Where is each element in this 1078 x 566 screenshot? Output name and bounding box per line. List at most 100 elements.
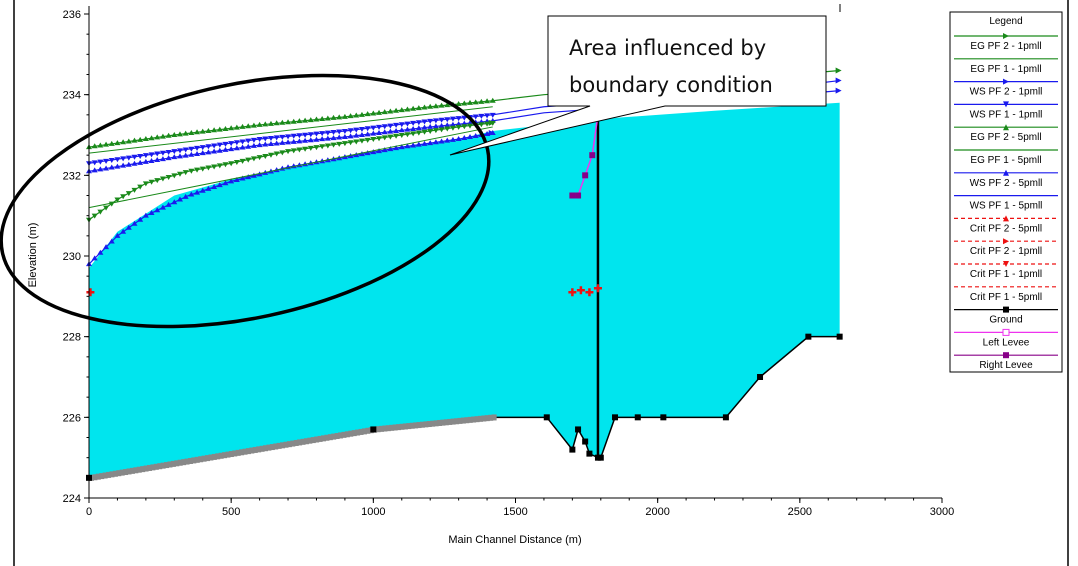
series-marker	[108, 140, 115, 146]
legend-label: Crit PF 1 - 5pmll	[970, 292, 1042, 303]
series-marker	[347, 133, 354, 139]
legend-label: WS PF 1 - 5pmll	[970, 201, 1043, 212]
series-marker	[410, 120, 417, 126]
series-marker	[267, 152, 274, 158]
ground-bed-marker	[92, 474, 98, 481]
series-marker	[108, 164, 115, 170]
series-marker	[427, 103, 434, 109]
series-marker	[194, 150, 201, 156]
series-marker	[341, 141, 348, 147]
ground-point	[543, 414, 550, 421]
series-marker	[256, 155, 263, 161]
crit-marker	[593, 284, 602, 293]
ground-bed-marker	[402, 423, 408, 430]
ground-bed-marker	[477, 415, 483, 422]
annotation-text: boundary condition	[569, 73, 773, 97]
series-marker	[142, 158, 149, 164]
series-marker	[154, 151, 161, 157]
series-marker	[142, 181, 149, 187]
series-marker	[319, 136, 326, 142]
ground-bed-marker	[136, 466, 142, 473]
x-axis-title: Main Channel Distance (m)	[448, 534, 581, 546]
series-marker	[142, 153, 149, 159]
series-marker	[222, 141, 229, 147]
series-marker	[307, 137, 314, 143]
ground-bed-marker	[481, 415, 487, 422]
ground-bed-marker	[95, 473, 101, 480]
series-marker	[250, 122, 257, 128]
ground-bed-marker	[491, 414, 497, 421]
series-marker	[176, 153, 183, 159]
ground-bed-marker	[239, 449, 245, 456]
legend-label: Crit PF 2 - 5pmll	[970, 223, 1042, 234]
series-marker	[398, 122, 405, 128]
legend-label: WS PF 2 - 1pmll	[970, 87, 1043, 98]
series-marker	[410, 125, 417, 131]
y-axis-title: Elevation (m)	[27, 223, 39, 288]
series-marker	[222, 125, 229, 131]
series-marker	[455, 116, 462, 122]
series-marker	[171, 173, 178, 179]
series-marker	[353, 112, 360, 118]
series-marker	[97, 142, 104, 148]
ground-bed-marker	[484, 415, 490, 422]
ground-bed-marker	[191, 457, 197, 464]
series-marker	[381, 147, 388, 153]
series-marker	[444, 122, 451, 128]
ground-bed-marker	[321, 435, 327, 442]
series-marker	[438, 138, 445, 144]
series-marker	[324, 143, 331, 149]
series-marker	[97, 159, 104, 165]
ground-bed-marker	[440, 419, 446, 426]
series-marker	[324, 130, 331, 136]
ground-bed-marker	[170, 460, 176, 467]
series-marker	[376, 124, 383, 130]
series-marker	[432, 103, 439, 109]
series-marker	[319, 131, 326, 137]
series-marker	[239, 175, 246, 181]
series-marker	[427, 123, 434, 129]
series-marker	[171, 132, 178, 137]
ground-bed-marker	[317, 435, 323, 442]
ground-bed-marker	[406, 423, 412, 430]
series-marker	[154, 178, 161, 184]
x-tick-label: 2000	[645, 506, 669, 518]
series-marker	[455, 136, 462, 142]
ground-bed-marker	[157, 463, 163, 470]
series-marker	[205, 185, 212, 191]
y-tick-label: 226	[63, 412, 81, 424]
y-tick-label: 228	[63, 332, 81, 344]
ground-bed-marker	[334, 433, 340, 440]
right-levee-point	[582, 172, 589, 179]
series-marker	[489, 112, 496, 118]
ground-bed-marker	[331, 433, 337, 440]
series-marker	[427, 128, 434, 134]
series-marker	[410, 105, 417, 111]
series-marker	[432, 128, 439, 134]
ground-bed-marker	[379, 425, 385, 432]
series-end-marker	[835, 77, 842, 84]
legend-marker	[1003, 78, 1009, 85]
series-marker	[449, 116, 456, 122]
ground-bed-marker	[249, 447, 255, 454]
annotation-text: Area influenced by	[569, 36, 766, 60]
series-marker	[216, 126, 223, 132]
ground-bed-marker	[457, 417, 463, 424]
series-marker	[273, 135, 280, 141]
series-marker	[421, 140, 428, 146]
series-marker	[131, 160, 138, 166]
legend-marker	[1003, 124, 1009, 131]
ground-bed-marker	[143, 465, 149, 472]
series-marker	[245, 157, 252, 163]
ground-bed-marker	[194, 456, 200, 463]
series-marker	[176, 148, 183, 154]
series-marker	[233, 145, 240, 151]
series-marker	[393, 107, 400, 113]
series-marker	[381, 135, 388, 141]
series-marker	[421, 119, 428, 125]
series-marker	[302, 146, 309, 152]
ground-bed-marker	[109, 471, 115, 478]
series-marker	[103, 141, 110, 147]
legend-label: EG PF 1 - 5pmll	[970, 155, 1041, 166]
series-marker	[302, 132, 309, 138]
